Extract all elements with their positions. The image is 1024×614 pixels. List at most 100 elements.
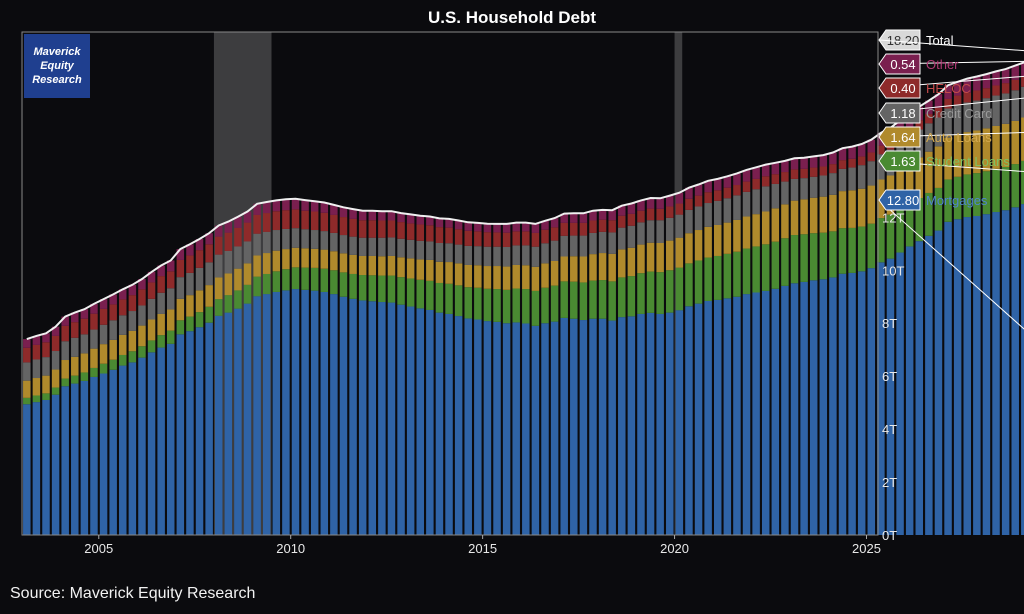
brand-line: Equity <box>40 60 74 72</box>
bar-segment <box>1021 62 1024 77</box>
bar-segment <box>387 211 396 221</box>
legend: 18.20 Total 12.80 Mortgages 1.63 Student Loan… <box>878 29 1024 330</box>
x-axis: 2005 2010 2015 2020 2025 <box>84 535 881 556</box>
legend-label: HELOC <box>926 81 971 96</box>
bar-segment <box>704 226 712 258</box>
bar-segment <box>426 280 434 310</box>
bar-segment <box>963 132 971 175</box>
bar-segment <box>71 337 79 357</box>
y-tick-label: 0T <box>882 528 897 543</box>
bar-segment <box>953 134 962 177</box>
bar-segment <box>857 226 866 272</box>
bar-segment <box>819 232 828 280</box>
bar-segment <box>214 277 223 300</box>
bar-segment <box>435 242 444 262</box>
bar-segment <box>838 148 847 161</box>
bar-segment <box>339 235 348 254</box>
bar-segment <box>90 313 98 330</box>
bar-segment <box>608 220 616 233</box>
bar-segment <box>272 291 281 535</box>
bar-segment <box>90 329 98 349</box>
bar-segment <box>282 269 290 291</box>
bar-segment <box>42 333 50 343</box>
bar-segment <box>253 255 261 277</box>
bar-segment <box>579 282 588 321</box>
plot-frame <box>21 31 879 536</box>
bar-segment <box>925 151 933 193</box>
bar-segment <box>99 308 108 325</box>
bar-segment <box>493 266 501 290</box>
bar-segment <box>800 199 808 235</box>
bar-segment <box>646 312 655 535</box>
bar-segment <box>301 200 309 211</box>
bar-segment <box>147 298 156 320</box>
bar-segment <box>598 231 607 254</box>
bar-segment <box>426 241 434 260</box>
bar-segment <box>435 261 444 283</box>
bar-segment <box>224 273 233 296</box>
bar-segment <box>598 219 607 232</box>
bar-segment <box>666 195 674 207</box>
bar-segment <box>301 267 309 290</box>
bar-segment <box>167 330 175 344</box>
bar-segment <box>694 230 703 261</box>
bar-segment <box>531 246 540 267</box>
x-tick-label: 2005 <box>84 541 113 556</box>
bar-segment <box>982 128 991 172</box>
bar-segment <box>205 306 213 323</box>
bar-segment <box>618 215 626 228</box>
bar-segment <box>973 100 981 131</box>
bar-segment <box>416 240 424 260</box>
bar-segment <box>147 271 156 283</box>
bar-segment <box>310 201 319 212</box>
bar-segment <box>637 273 645 314</box>
y-axis: 0T 2T 4T 6T 8T 10T 12T <box>882 210 904 543</box>
bar-segment <box>272 271 281 292</box>
bar-segment <box>262 253 271 274</box>
bar-segment <box>1011 79 1019 91</box>
bar-segment <box>23 404 31 535</box>
bar-segment <box>378 220 386 238</box>
leader-line <box>878 199 1024 330</box>
bar-segment <box>675 203 684 215</box>
bar-segment <box>512 322 520 535</box>
bar-segment <box>742 181 751 192</box>
bar-segment <box>915 197 924 242</box>
bar-segment <box>186 316 194 332</box>
bar-segment <box>502 323 511 535</box>
bar-segment <box>675 192 684 204</box>
bar-segment <box>301 229 309 249</box>
bar-segment <box>42 342 50 358</box>
bar-segment <box>704 300 712 535</box>
bar-segment <box>349 298 357 535</box>
bar-segment <box>426 216 434 226</box>
bar-segment <box>896 208 904 253</box>
bar-segment <box>406 223 415 240</box>
bar-segment <box>416 259 424 280</box>
bar-segment <box>262 213 271 232</box>
bar-segment <box>378 211 386 221</box>
bar-segment <box>637 200 645 211</box>
bar-segment <box>109 320 117 340</box>
bar-segment <box>349 236 357 255</box>
y-tick-label: 6T <box>882 369 897 384</box>
bar-segment <box>857 156 866 166</box>
bar-segment <box>685 198 693 210</box>
bar-segment <box>713 299 722 535</box>
bar-segment <box>320 212 329 232</box>
bar-segment <box>905 246 914 536</box>
bar-segment <box>42 399 50 535</box>
bar-segment <box>953 105 962 135</box>
bar-segment <box>982 74 991 89</box>
bar-segment <box>848 146 856 159</box>
bar-segment <box>1001 69 1010 84</box>
bar-segment <box>272 211 281 231</box>
bar-segment <box>771 183 780 209</box>
bar-segment <box>579 222 588 236</box>
bar-segment <box>435 227 444 243</box>
bar-segment <box>704 257 712 301</box>
bar-segment <box>445 262 453 284</box>
bar-segment <box>934 117 943 147</box>
bar-segment <box>752 178 760 190</box>
bar-segment <box>550 285 559 322</box>
